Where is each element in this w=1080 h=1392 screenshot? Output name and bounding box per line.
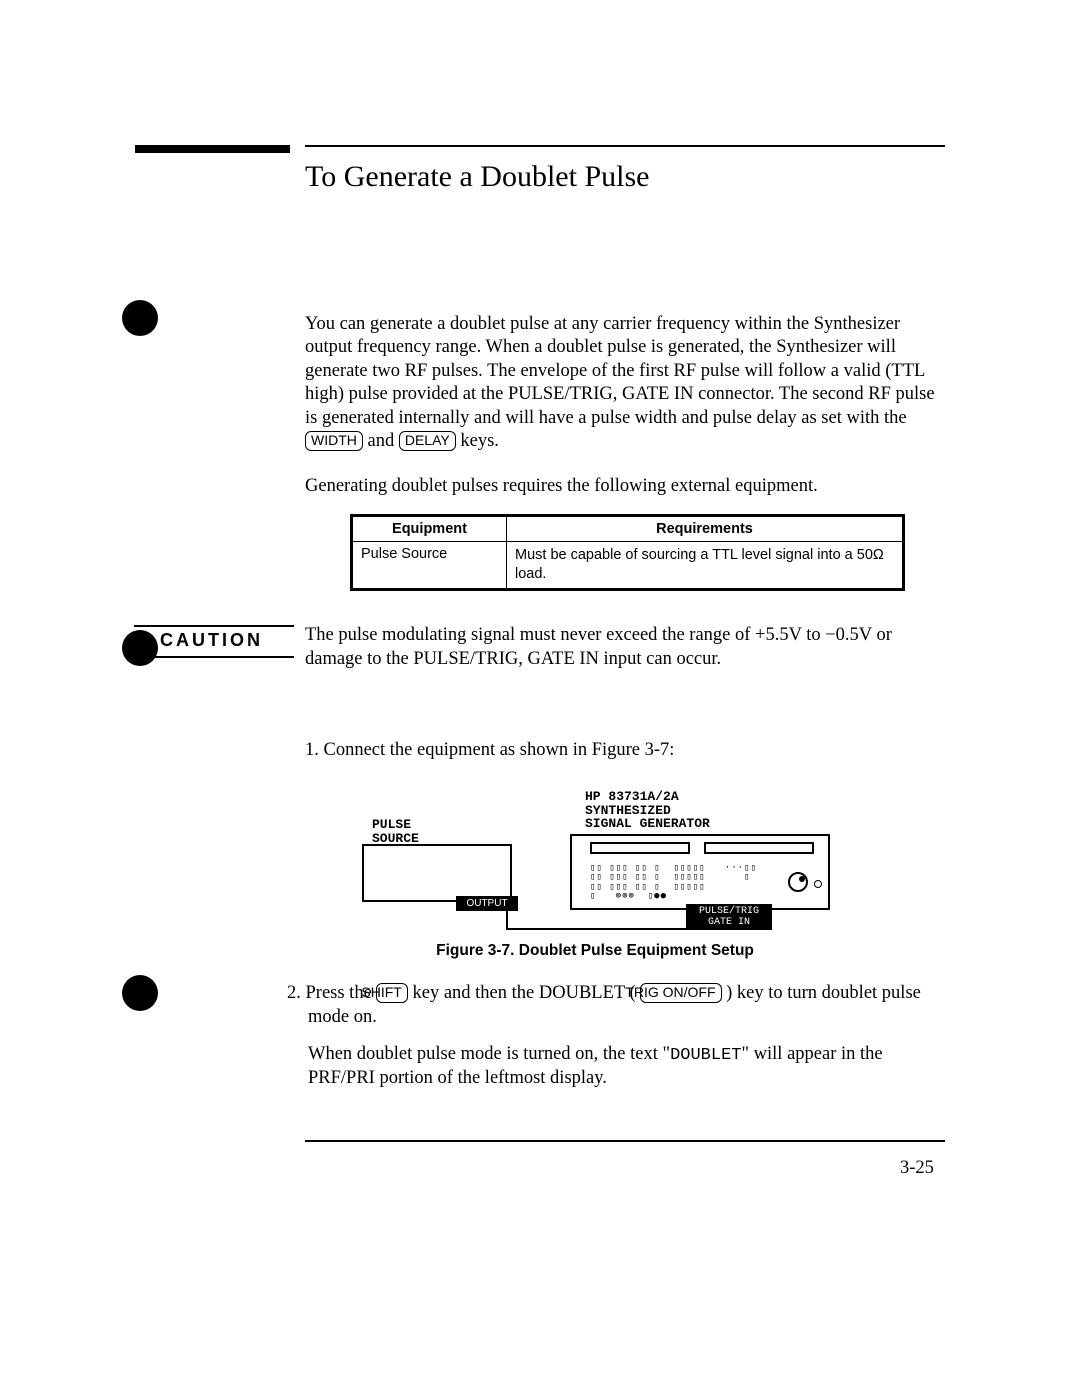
- intro-text-b: keys.: [460, 431, 499, 451]
- knob-icon: [788, 872, 808, 892]
- equipment-table: Equipment Requirements Pulse Source Must…: [350, 514, 905, 591]
- wire-segment: [506, 910, 508, 930]
- step-2-continuation: When doublet pulse mode is turned on, th…: [308, 1043, 938, 1090]
- page-number: 3-25: [900, 1158, 934, 1179]
- caution-rule-top: [134, 625, 294, 627]
- port-icon: [814, 880, 822, 888]
- pulse-trig-tab: PULSE/TRIG GATE IN: [686, 904, 772, 930]
- intro-text-mid: and: [368, 431, 399, 451]
- intro-paragraph: You can generate a doublet pulse at any …: [305, 313, 940, 454]
- col-header-equipment: Equipment: [352, 516, 507, 542]
- pulse-source-box: [362, 844, 512, 902]
- page-title: To Generate a Doublet Pulse: [305, 160, 649, 194]
- col-header-requirements: Requirements: [507, 516, 904, 542]
- intro-text-a: You can generate a doublet pulse at any …: [305, 314, 935, 428]
- output-tab: OUTPUT: [456, 896, 518, 911]
- keycap-width: WIDTH: [305, 431, 363, 451]
- wire-segment: [506, 928, 692, 930]
- margin-bullet-icon: [122, 300, 158, 336]
- keycap-delay: DELAY: [399, 431, 456, 451]
- doublet-mono: DOUBLET: [670, 1046, 741, 1065]
- table-row: Pulse Source Must be capable of sourcing…: [352, 542, 904, 590]
- step2b-a: When doublet pulse mode is turned on, th…: [308, 1044, 670, 1064]
- step2-b: key and then the DOUBLET (: [413, 983, 636, 1003]
- caution-rule-bottom: [134, 656, 294, 658]
- equipment-cell: Pulse Source: [352, 542, 507, 590]
- keycap-shift: SHIFT: [376, 983, 407, 1003]
- step-1: 1. Connect the equipment as shown in Fig…: [305, 740, 674, 761]
- synth-keypad-icon: ▯▯ ▯▯▯ ▯▯ ▯ ▯▯▯▯▯ ···▯▯ ▯▯ ▯▯▯ ▯▯ ▯ ▯▯▯▯…: [590, 864, 757, 902]
- keycap-trig: TRIG ON/OFF: [640, 983, 721, 1003]
- margin-bullet-icon: [122, 630, 158, 666]
- equipment-intro: Generating doublet pulses requires the f…: [305, 476, 940, 497]
- caution-text: The pulse modulating signal must never e…: [305, 624, 940, 671]
- synth-label: HP 83731A/2A SYNTHESIZED SIGNAL GENERATO…: [585, 790, 710, 831]
- synth-box: ▯▯ ▯▯▯ ▯▯ ▯ ▯▯▯▯▯ ···▯▯ ▯▯ ▯▯▯ ▯▯ ▯ ▯▯▯▯…: [570, 834, 830, 910]
- wire-segment: [690, 910, 692, 930]
- step-2: 2. Press the SHIFT key and then the DOUB…: [287, 982, 937, 1029]
- page: To Generate a Doublet Pulse You can gene…: [0, 0, 1080, 1392]
- rule-thick: [135, 145, 290, 153]
- figure-diagram: PULSE SOURCE HP 83731A/2A SYNTHESIZED SI…: [350, 790, 845, 940]
- caution-label: CAUTION: [160, 630, 263, 651]
- figure-caption: Figure 3-7. Doublet Pulse Equipment Setu…: [410, 942, 780, 960]
- synth-display-1: [590, 842, 690, 854]
- requirements-cell: Must be capable of sourcing a TTL level …: [507, 542, 904, 590]
- rule-thin: [305, 145, 945, 147]
- bottom-rule: [305, 1140, 945, 1142]
- synth-display-2: [704, 842, 814, 854]
- pulse-source-label: PULSE SOURCE: [372, 818, 419, 845]
- margin-bullet-icon: [122, 975, 158, 1011]
- table-header-row: Equipment Requirements: [352, 516, 904, 542]
